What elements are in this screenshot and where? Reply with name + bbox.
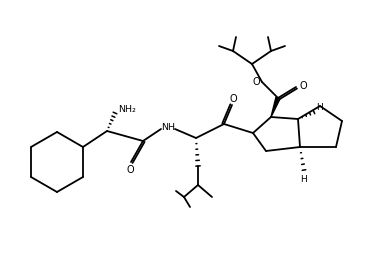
Text: O: O: [299, 81, 307, 91]
Text: H: H: [317, 103, 323, 112]
Text: H: H: [301, 174, 307, 183]
Text: O: O: [229, 94, 237, 104]
Text: NH: NH: [161, 122, 175, 131]
Text: NH₂: NH₂: [118, 105, 136, 114]
Text: O: O: [252, 77, 260, 87]
Text: O: O: [126, 164, 134, 174]
Polygon shape: [271, 98, 280, 118]
